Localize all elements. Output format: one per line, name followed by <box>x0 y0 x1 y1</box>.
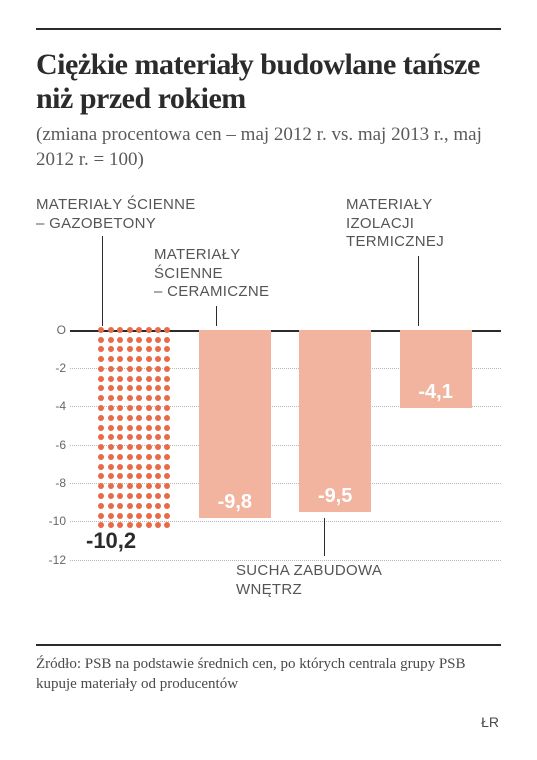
chart-title: Ciężkie materiały budowlane tańsze niż p… <box>36 48 501 115</box>
top-rule <box>36 28 501 30</box>
label-line: MATERIAŁY <box>154 246 241 263</box>
chart-subtitle: (zmiana procentowa cen – maj 2012 r. vs.… <box>36 123 501 172</box>
y-tick: -12 <box>49 553 66 567</box>
value-label: -4,1 <box>400 381 472 404</box>
bottom-rule <box>36 644 501 646</box>
bar: -9,8 <box>199 330 271 518</box>
label-line: MATERIAŁY ŚCIENNE <box>36 196 196 213</box>
y-tick: -10 <box>49 514 66 528</box>
label-line: MATERIAŁY <box>346 196 433 213</box>
gridline <box>70 560 501 561</box>
leader-line <box>216 306 217 326</box>
leader-line <box>102 236 103 326</box>
upper-labels-region: MATERIAŁY ŚCIENNE – GAZOBETONY MATERIAŁY… <box>36 196 501 326</box>
source-text: Źródło: PSB na podstawie średnich cen, p… <box>36 654 501 695</box>
y-tick: -4 <box>55 399 66 413</box>
y-tick: -6 <box>55 438 66 452</box>
label-line: SUCHA ZABUDOWA <box>236 562 382 579</box>
leader-line <box>418 256 419 326</box>
leader-line <box>324 518 325 556</box>
value-label: -9,5 <box>299 485 371 508</box>
category-label-3: MATERIAŁY IZOLACJI TERMICZNEJ <box>346 196 444 252</box>
chart-plot-area: O -2 -4 -6 -8 -10 -12 -9,8-9,5-4,1 SUCHA… <box>36 330 501 560</box>
category-label-2: SUCHA ZABUDOWA WNĘTRZ <box>236 562 382 600</box>
label-line: TERMICZNEJ <box>346 233 444 250</box>
label-line: WNĘTRZ <box>236 581 302 598</box>
y-tick: O <box>57 323 66 337</box>
bar: -4,1 <box>400 330 472 409</box>
dotted-fill <box>98 330 170 526</box>
category-label-1: MATERIAŁY ŚCIENNE – CERAMICZNE <box>154 246 269 302</box>
category-label-0: MATERIAŁY ŚCIENNE – GAZOBETONY <box>36 196 196 234</box>
label-line: – CERAMICZNE <box>154 283 269 300</box>
label-line: IZOLACJI <box>346 215 414 232</box>
value-label-0: -10,2 <box>86 528 136 554</box>
plot-region: -9,8 -9,5 -4,1 <box>70 330 501 560</box>
y-axis-labels: O -2 -4 -6 -8 -10 -12 <box>36 330 70 560</box>
label-line: ŚCIENNE <box>154 265 223 282</box>
y-tick: -8 <box>55 476 66 490</box>
label-line: – GAZOBETONY <box>36 215 156 232</box>
bar <box>98 330 170 526</box>
bars-container: -9,8 -9,5 -4,1 <box>70 330 501 560</box>
credit: ŁR <box>481 714 499 730</box>
value-label: -9,8 <box>199 491 271 514</box>
bar: -9,5 <box>299 330 371 512</box>
y-tick: -2 <box>55 361 66 375</box>
